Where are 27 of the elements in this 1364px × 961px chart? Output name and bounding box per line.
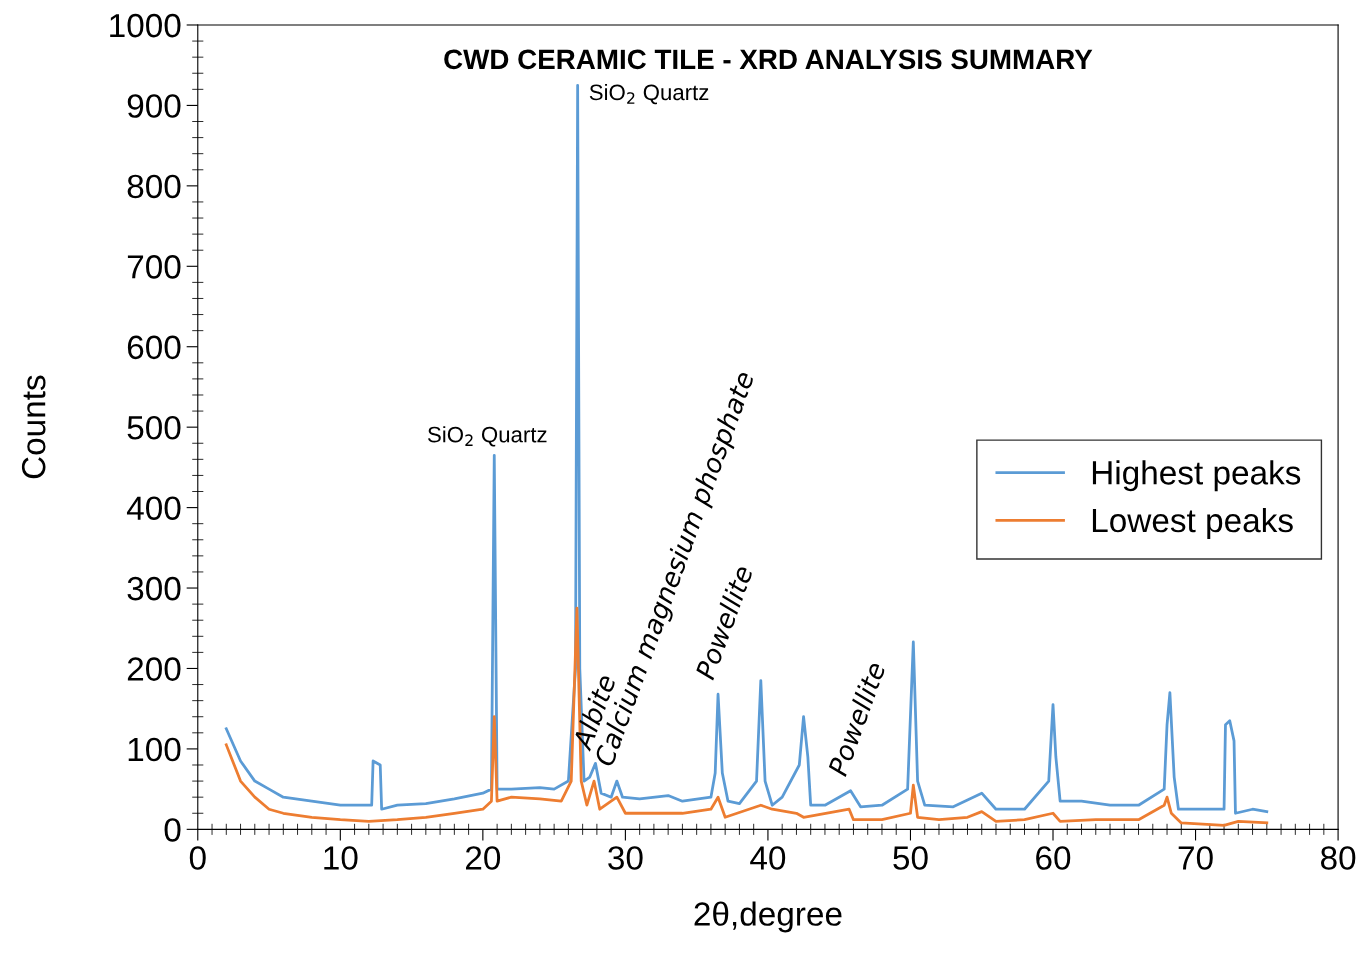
legend-label: Highest peaks	[1092, 460, 1301, 492]
y-tick-label: 1000	[110, 13, 181, 38]
annotation: SiO$_{2}$ Quartz	[589, 83, 709, 105]
x-tick-label: 20	[466, 846, 501, 870]
x-tick-label: 70	[1178, 846, 1213, 870]
x-tick-label: 50	[893, 846, 928, 870]
x-tick-label: 60	[1036, 846, 1071, 870]
y-tick-label: 600	[127, 335, 181, 360]
x-tick-label: 30	[608, 846, 643, 870]
y-tick-label: 0	[164, 818, 181, 842]
x-axis-title: 2θ,degree	[694, 901, 842, 933]
x-tick-label: 10	[324, 846, 358, 870]
y-tick-label: 400	[126, 496, 181, 521]
y-tick-label: 500	[127, 415, 181, 440]
x-tick-label: 0	[189, 846, 206, 870]
y-tick-label: 700	[127, 255, 181, 279]
y-tick-label: 800	[127, 174, 181, 199]
text: CWD CERAMIC TILE - XRD ANALYSIS SUMMARY	[444, 49, 1093, 70]
legend-label: Lowest peaks	[1092, 507, 1293, 539]
annotation: SiO$_{2}$ Quartz	[427, 426, 547, 447]
x-tick-label: 40	[750, 846, 786, 870]
y-tick-label: 100	[128, 737, 181, 762]
y-axis-title: Counts	[21, 375, 46, 479]
y-tick-label: 300	[127, 576, 181, 601]
y-tick-label: 900	[127, 94, 181, 118]
x-tick-label: 80	[1321, 846, 1356, 870]
y-tick-label: 200	[127, 657, 181, 681]
